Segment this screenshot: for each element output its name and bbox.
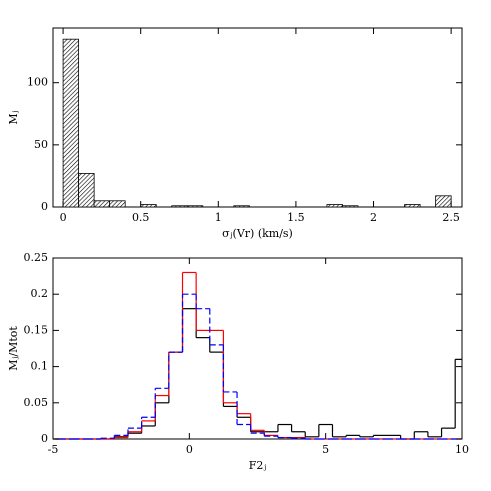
bar xyxy=(109,200,126,208)
plot-frame xyxy=(52,27,463,208)
plot-area xyxy=(53,271,462,440)
x-tick-label: 0 xyxy=(186,443,193,456)
y-tick-label: 0 xyxy=(41,200,48,213)
x-tick-label: 1 xyxy=(215,211,222,224)
bar xyxy=(171,205,188,208)
bar xyxy=(140,204,157,208)
bar xyxy=(78,173,95,208)
bar xyxy=(435,195,452,208)
x-tick-label: 2 xyxy=(370,211,377,224)
x-tick-label: 1.5 xyxy=(287,211,305,224)
y-tick-label: 100 xyxy=(27,76,48,89)
bar xyxy=(404,204,421,208)
bar xyxy=(93,200,111,208)
y-tick-label: 0.05 xyxy=(24,396,49,409)
y-axis-label: Mⱼ xyxy=(7,110,20,124)
bar xyxy=(326,204,343,208)
x-tick-label: 2.5 xyxy=(442,211,460,224)
x-tick-label: 0.5 xyxy=(132,211,150,224)
x-tick-label: -5 xyxy=(48,443,59,456)
y-tick-label: 0.15 xyxy=(24,323,49,336)
bar xyxy=(342,205,359,208)
x-tick-label: 10 xyxy=(455,443,469,456)
bar xyxy=(233,205,250,208)
x-tick-label: 0 xyxy=(60,211,67,224)
x-axis-label: F2ⱼ xyxy=(249,459,267,472)
y-tick-label: 0.2 xyxy=(31,287,49,300)
y-tick-label: 0.25 xyxy=(24,251,49,264)
bar xyxy=(62,38,80,208)
y-axis-label: Mⱼ/Mtot xyxy=(7,326,20,371)
plot-frame xyxy=(52,257,463,440)
plot-area xyxy=(62,38,452,208)
y-tick-label: 0 xyxy=(41,432,48,445)
x-axis-label: σⱼ(Vr) (km/s) xyxy=(222,227,293,240)
bar xyxy=(186,205,204,208)
y-tick-label: 0.1 xyxy=(31,360,49,373)
y-tick-label: 50 xyxy=(34,138,48,151)
x-tick-label: 5 xyxy=(322,443,329,456)
